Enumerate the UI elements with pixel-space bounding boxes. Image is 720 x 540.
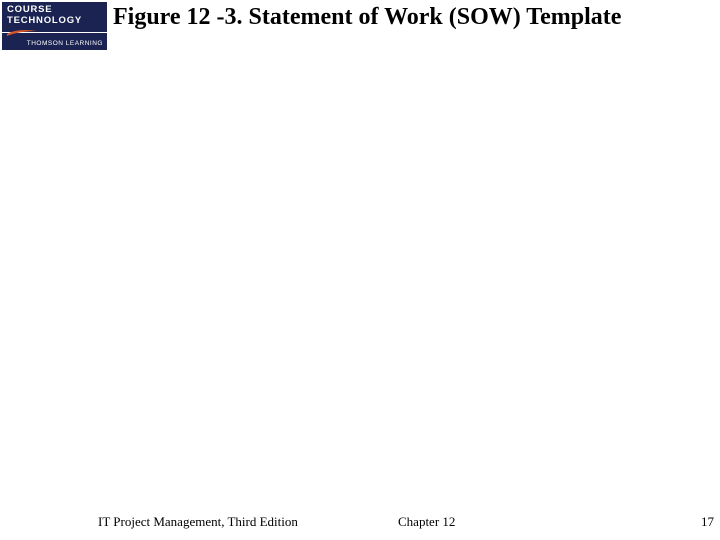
footer-page-number: 17 <box>701 514 714 530</box>
logo-line2: TECHNOLOGY <box>7 16 102 26</box>
publisher-logo: COURSE TECHNOLOGY THOMSON LEARNING <box>2 2 107 50</box>
footer-chapter: Chapter 12 <box>398 514 455 530</box>
slide-title: Figure 12 -3. Statement of Work (SOW) Te… <box>113 4 621 31</box>
swoosh-icon <box>5 26 39 38</box>
logo-line1: COURSE <box>7 5 102 15</box>
logo-bottom-text: THOMSON LEARNING <box>2 40 107 50</box>
logo-top-text: COURSE TECHNOLOGY <box>2 2 107 25</box>
footer-book-title: IT Project Management, Third Edition <box>98 514 298 530</box>
